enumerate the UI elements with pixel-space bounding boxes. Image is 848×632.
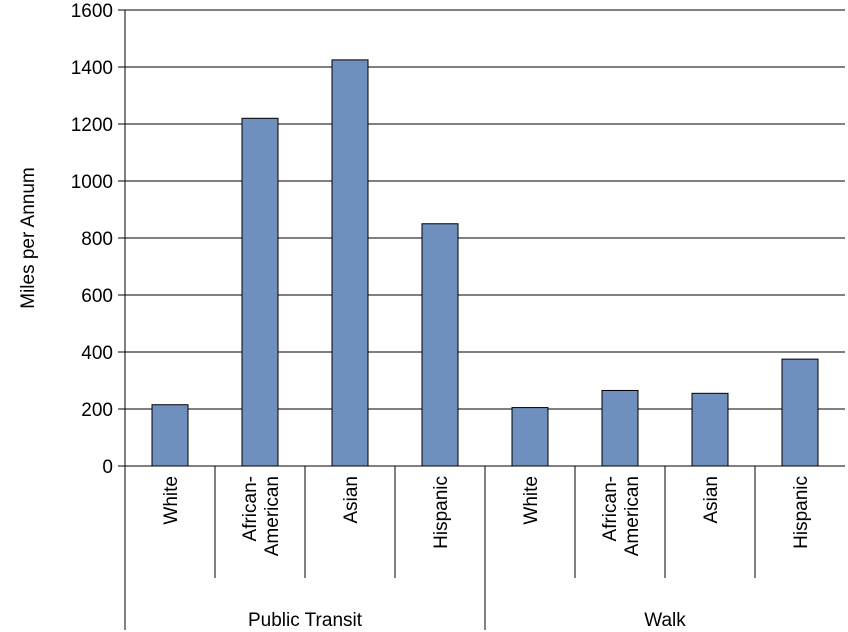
y-tick-label: 200 [81,400,113,421]
bar [781,358,819,467]
y-tick-label: 400 [81,343,113,364]
bar [421,223,459,467]
x-category-label: Asian [341,476,362,524]
x-category-label: American [622,476,643,556]
y-tick-label: 800 [81,229,113,250]
bars [151,59,819,467]
bar [691,392,729,467]
axes [118,9,845,630]
bar [601,389,639,467]
y-tick-label: 1000 [71,172,113,193]
y-axis-title: Miles per Annum [18,167,39,309]
y-tick-label: 1200 [71,115,113,136]
x-category-label: White [161,476,182,525]
x-group-label: Walk [644,610,686,631]
x-category-label: Hispanic [431,476,452,549]
bar [241,117,279,467]
x-category-label: African- [600,476,621,541]
x-group-label: Public Transit [248,610,363,631]
x-category-label: American [262,476,283,556]
y-tick-label: 1400 [71,58,113,79]
labels: 0 200 400 600 800 1000 1200 1400 1600 White Africa… [71,1,812,631]
bar [151,404,189,467]
bar [331,59,369,467]
x-category-label: African- [240,476,261,541]
x-category-label: White [521,476,542,525]
x-category-label: Asian [701,476,722,524]
bar [511,407,549,467]
x-category-label: Hispanic [791,476,812,549]
gridlines [125,9,845,410]
y-tick-label: 0 [102,457,113,478]
y-tick-label: 1600 [71,1,113,22]
y-tick-label: 600 [81,286,113,307]
